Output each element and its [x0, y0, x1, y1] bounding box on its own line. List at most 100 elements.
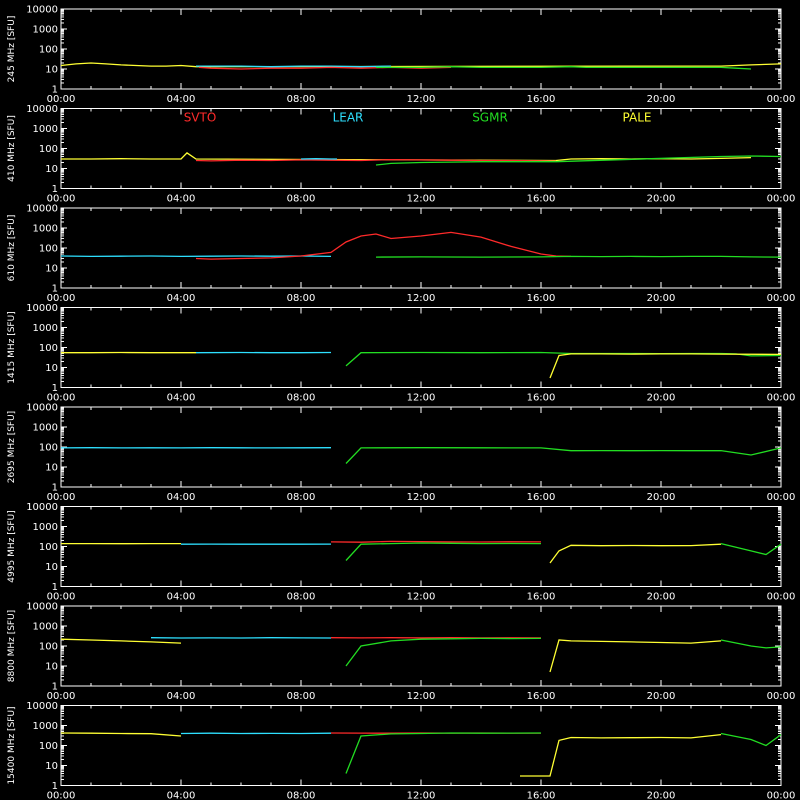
panel-frame — [60, 207, 782, 289]
x-tick-label: 20:00 — [647, 691, 676, 702]
x-tick-label: 16:00 — [527, 592, 556, 603]
x-tick-label: 00:00 — [47, 194, 76, 205]
series-line-pale — [520, 733, 722, 777]
series-line-pale — [60, 638, 182, 644]
x-tick-label: 20:00 — [647, 94, 676, 105]
x-tick-label: 04:00 — [167, 592, 196, 603]
x-tick-label: 00:00 — [767, 393, 796, 404]
y-tick-label: 1000 — [33, 721, 58, 732]
y-axis-label: 410 MHz [SFU] — [7, 115, 17, 182]
y-tick-label: 10 — [45, 363, 58, 374]
x-tick-label: 04:00 — [167, 691, 196, 702]
y-tick-label: 100 — [39, 542, 58, 553]
y-tick-label: 10000 — [26, 204, 58, 215]
series-line-svto — [195, 231, 572, 260]
x-tick-label: 00:00 — [47, 94, 76, 105]
y-tick-label: 1 — [52, 284, 58, 295]
y-tick-label: 10 — [45, 662, 58, 673]
x-tick-label: 20:00 — [647, 791, 676, 800]
x-tick-label: 08:00 — [287, 492, 316, 503]
legend-entry-lear: LEAR — [333, 111, 364, 125]
x-tick-label: 00:00 — [47, 492, 76, 503]
x-tick-label: 20:00 — [647, 293, 676, 304]
x-tick-label: 12:00 — [407, 94, 436, 105]
y-tick-label: 1000 — [33, 224, 58, 235]
panel-frame — [60, 506, 782, 587]
x-tick-label: 16:00 — [527, 393, 556, 404]
x-tick-label: 16:00 — [527, 791, 556, 800]
series-line-sgmr — [720, 732, 782, 747]
y-tick-label: 100 — [39, 343, 58, 354]
x-tick-label: 20:00 — [647, 393, 676, 404]
y-axis-label: 15400 MHz [SFU] — [7, 706, 17, 784]
y-axis-label: 2695 MHz [SFU] — [7, 411, 17, 483]
x-tick-label: 12:00 — [407, 293, 436, 304]
x-tick-label: 00:00 — [767, 592, 796, 603]
legend-entry-svto: SVTO — [184, 111, 217, 125]
y-tick-label: 100 — [39, 741, 58, 752]
x-tick-label: 12:00 — [407, 791, 436, 800]
x-tick-label: 08:00 — [287, 393, 316, 404]
y-tick-label: 1 — [52, 483, 58, 494]
x-tick-label: 08:00 — [287, 293, 316, 304]
y-tick-label: 1 — [52, 781, 58, 792]
panel-frame — [60, 8, 782, 90]
series-line-sgmr — [345, 732, 542, 774]
series-line-sgmr — [376, 66, 752, 70]
y-tick-label: 1 — [52, 383, 58, 394]
y-tick-label: 10000 — [26, 403, 58, 414]
x-tick-label: 00:00 — [767, 194, 796, 205]
series-line-sgmr — [720, 639, 782, 649]
x-tick-label: 12:00 — [407, 393, 436, 404]
x-tick-label: 04:00 — [167, 194, 196, 205]
x-tick-label: 20:00 — [647, 592, 676, 603]
y-tick-label: 10000 — [26, 104, 58, 115]
y-axis-label: 8800 MHz [SFU] — [7, 610, 17, 682]
y-tick-label: 10 — [45, 463, 58, 474]
y-tick-label: 10 — [45, 761, 58, 772]
y-tick-label: 1000 — [33, 423, 58, 434]
series-line-pale — [549, 353, 782, 379]
panel-frame — [60, 406, 782, 488]
panel-frame — [60, 705, 782, 786]
x-tick-label: 08:00 — [287, 592, 316, 603]
y-tick-label: 100 — [39, 244, 58, 255]
y-tick-label: 1 — [52, 582, 58, 593]
y-tick-label: 10000 — [26, 303, 58, 314]
x-tick-label: 00:00 — [47, 293, 76, 304]
series-line-svto — [330, 540, 542, 543]
x-tick-label: 16:00 — [527, 94, 556, 105]
series-line-sgmr — [345, 637, 542, 667]
y-axis-label: 4995 MHz [SFU] — [7, 510, 17, 582]
y-tick-label: 100 — [39, 443, 58, 454]
x-tick-label: 12:00 — [407, 194, 436, 205]
x-tick-label: 20:00 — [647, 492, 676, 503]
series-line-pale — [60, 62, 782, 68]
y-tick-label: 10000 — [26, 701, 58, 712]
y-tick-label: 10 — [45, 264, 58, 275]
x-tick-label: 08:00 — [287, 194, 316, 205]
series-line-svto — [195, 158, 557, 162]
x-tick-label: 08:00 — [287, 94, 316, 105]
series-line-pale — [60, 732, 182, 737]
x-tick-label: 04:00 — [167, 94, 196, 105]
y-tick-label: 1 — [52, 184, 58, 195]
series-line-sgmr — [375, 155, 782, 166]
x-tick-label: 00:00 — [767, 691, 796, 702]
y-tick-label: 1000 — [33, 124, 58, 135]
y-tick-label: 10000 — [26, 502, 58, 513]
y-tick-label: 1000 — [33, 522, 58, 533]
panel-frame — [60, 307, 782, 388]
legend-entry-sgmr: SGMR — [472, 111, 508, 125]
x-tick-label: 16:00 — [527, 194, 556, 205]
x-tick-label: 04:00 — [167, 492, 196, 503]
x-tick-label: 08:00 — [287, 791, 316, 800]
x-tick-label: 16:00 — [527, 492, 556, 503]
x-tick-label: 20:00 — [647, 194, 676, 205]
y-axis-label: 245 MHz [SFU] — [7, 16, 17, 83]
x-tick-label: 00:00 — [767, 791, 796, 800]
x-tick-label: 08:00 — [287, 691, 316, 702]
x-tick-label: 00:00 — [47, 393, 76, 404]
y-tick-label: 1000 — [33, 25, 58, 36]
